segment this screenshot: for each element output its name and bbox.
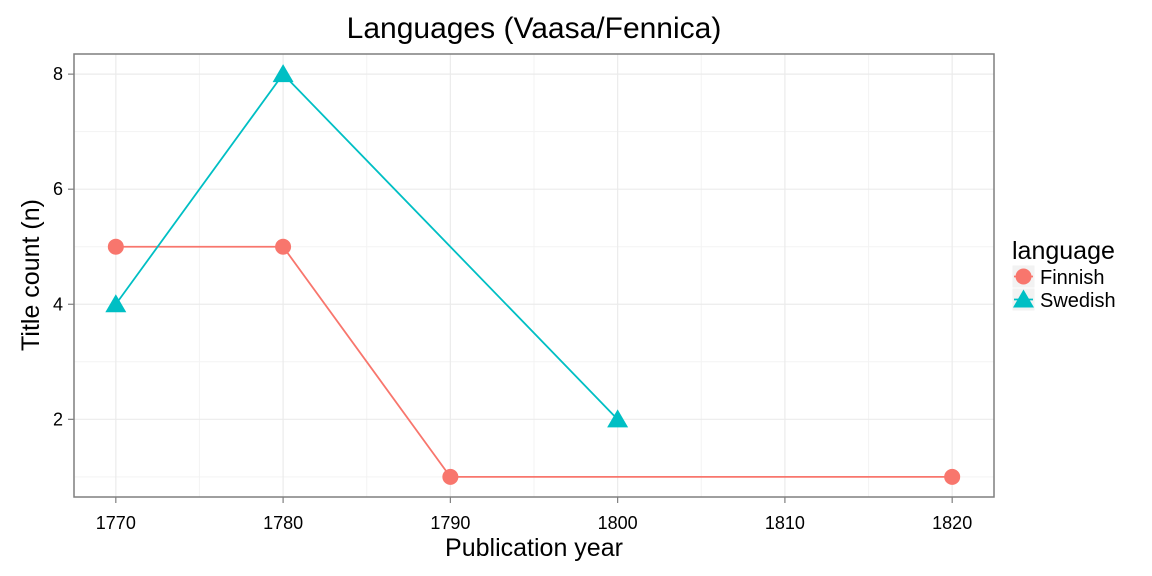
x-tick-label: 1800: [598, 513, 638, 533]
series-line-finnish: [115, 245, 953, 478]
y-axis-title: Title count (n): [17, 199, 45, 351]
y-tick-label: 8: [53, 64, 63, 84]
legend-key-marker: [1013, 289, 1034, 308]
x-tick-label: 1820: [932, 513, 972, 533]
x-tick-label: 1780: [263, 513, 303, 533]
data-point-swedish: [607, 409, 629, 428]
x-tick-label: 1810: [765, 513, 805, 533]
legend-label: Swedish: [1040, 290, 1116, 312]
y-tick-label: 4: [53, 294, 63, 314]
x-axis-title: Publication year: [445, 534, 623, 562]
legend-key-marker: [1015, 268, 1032, 285]
grid: [74, 54, 994, 497]
data-markers: [105, 64, 961, 485]
plot-border: [73, 53, 995, 498]
data-point-swedish: [105, 294, 127, 313]
data-point-finnish: [442, 468, 459, 485]
y-tick-label: 2: [53, 409, 63, 429]
axis-ticks: 1770 1780 1790 1800 1810 1820 2 4 6 8: [53, 64, 972, 533]
data-point-swedish: [272, 64, 294, 83]
legend-title: language: [1012, 237, 1115, 265]
data-point-finnish: [107, 238, 124, 255]
x-tick-label: 1770: [96, 513, 136, 533]
y-tick-label: 6: [53, 179, 63, 199]
data-point-finnish: [944, 468, 961, 485]
legend-label: Finnish: [1040, 267, 1104, 289]
x-tick-label: 1790: [430, 513, 470, 533]
data-point-finnish: [275, 238, 292, 255]
chart-title: Languages (Vaasa/Fennica): [347, 12, 722, 45]
